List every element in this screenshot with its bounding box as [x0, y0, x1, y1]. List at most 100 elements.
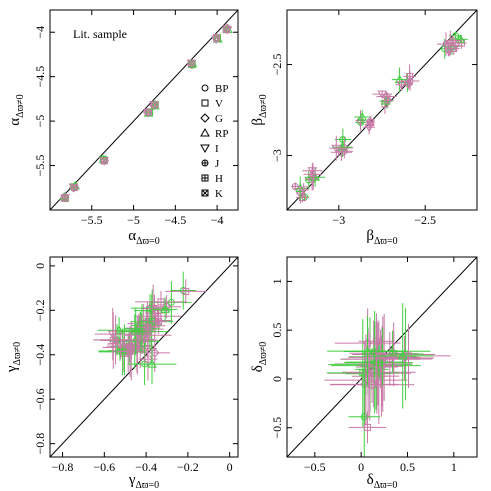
- data-point: [182, 287, 190, 295]
- data-point: [155, 318, 163, 326]
- data-point-cross: [386, 355, 393, 362]
- x-tick-label: −0.5: [304, 460, 326, 474]
- y-tick-label: 0.5: [270, 323, 284, 338]
- legend-marker: [200, 127, 210, 137]
- data-point-cross: [187, 59, 195, 67]
- data-point: [160, 304, 171, 313]
- data-point: [397, 350, 408, 360]
- data-point: [331, 144, 342, 154]
- data-point: [223, 25, 231, 33]
- x-tick-label: 0: [227, 460, 233, 474]
- data-point: [363, 423, 371, 431]
- data-point-cross: [155, 318, 162, 326]
- data-point-cross: [213, 34, 220, 42]
- data-point-cross: [144, 323, 152, 331]
- legend-marker-cross: [202, 160, 208, 166]
- y-tick-label: −3: [270, 149, 284, 162]
- data-point: [61, 194, 69, 202]
- data-point: [150, 100, 160, 110]
- data-point: [157, 298, 165, 306]
- data-point: [114, 325, 124, 334]
- data-point: [167, 298, 175, 306]
- data-point: [394, 74, 405, 84]
- x-tick-label: −0.8: [52, 460, 74, 474]
- frame-beta: [286, 9, 478, 211]
- y-tick-label: −4.5: [33, 66, 47, 88]
- legend-label: I: [215, 143, 219, 155]
- x-axis-gamma: −0.8 −0.6 −0.4 −0.2 0: [52, 257, 233, 474]
- x-tick-label: −0.6: [93, 460, 115, 474]
- legend-marker-cross: [202, 175, 208, 181]
- y-label-alpha: αΔϖ≠0: [7, 94, 26, 125]
- identity-line: [50, 257, 238, 457]
- y-label-beta: βΔϖ≠0: [250, 94, 269, 125]
- y-tick-label: 1: [270, 278, 284, 284]
- data-point-cross: [71, 184, 78, 191]
- data-point: [115, 339, 126, 349]
- y-axis-alpha: −5.5 −5 −4.5 −4: [33, 26, 238, 176]
- x-axis-beta: −3 −2.5: [332, 10, 436, 227]
- x-label-alpha: αΔϖ=0: [128, 228, 160, 247]
- frame-delta: [286, 256, 478, 458]
- x-tick-label: −4.5: [164, 213, 186, 227]
- x-tick-label: 0.5: [400, 460, 415, 474]
- legend-label: H: [215, 173, 223, 185]
- data-point: [144, 323, 152, 331]
- data-point: [362, 346, 373, 355]
- panel-delta: −0.5 0 0.5 1 −0.5 0 0.5 1 δΔϖ=0 δΔϖ≠0: [250, 256, 478, 491]
- data-point-cross: [145, 108, 152, 116]
- legend-marker: [201, 189, 209, 197]
- points-gamma: [93, 271, 207, 386]
- data-point: [355, 115, 366, 126]
- y-tick-label: −2.5: [270, 54, 284, 76]
- y-tick-label: −0.8: [33, 433, 47, 455]
- data-point: [100, 157, 108, 165]
- data-point: [71, 183, 79, 191]
- legend-label: BP: [215, 83, 228, 95]
- data-point: [144, 355, 152, 363]
- data-point: [147, 359, 157, 368]
- panel-beta: −3 −2.5 −3 −2.5 βΔϖ=0 βΔϖ≠0: [250, 9, 478, 247]
- data-point: [403, 79, 414, 89]
- y-axis-beta: −3 −2.5: [270, 54, 477, 162]
- y-tick-label: −4: [33, 26, 47, 39]
- data-point-cross: [100, 157, 108, 165]
- x-tick-label: −3: [332, 213, 345, 227]
- legend-label: RP: [215, 128, 228, 140]
- x-tick-label: −4: [211, 213, 224, 227]
- legend-marker: [201, 99, 209, 107]
- data-point-cross: [151, 101, 159, 109]
- data-point: [301, 193, 309, 201]
- data-point-cross: [384, 97, 391, 104]
- x-axis-delta: −0.5 0 0.5 1: [304, 257, 457, 474]
- frame-gamma: [49, 256, 239, 458]
- y-axis-delta: −0.5 0 0.5 1: [270, 278, 477, 439]
- y-axis-gamma: −0.8 −0.6 −0.4 −0.2 0: [33, 263, 238, 455]
- data-point: [364, 369, 372, 377]
- data-point-cross: [309, 171, 316, 178]
- data-point: [396, 81, 407, 90]
- points-delta: [324, 303, 451, 457]
- y-tick-label: −0.4: [33, 344, 47, 366]
- data-point-cross: [61, 194, 69, 202]
- frame-alpha: [49, 9, 239, 211]
- points-beta: [291, 30, 468, 204]
- data-point: [187, 59, 195, 67]
- x-label-beta: βΔϖ=0: [366, 228, 397, 247]
- data-point: [144, 108, 152, 116]
- x-tick-label: −0.2: [177, 460, 199, 474]
- legend-label: V: [215, 98, 223, 110]
- data-point: [367, 119, 375, 127]
- x-tick-label: 0: [358, 460, 364, 474]
- data-point-cross: [223, 25, 230, 33]
- x-tick-label: −0.4: [135, 460, 157, 474]
- data-point-cross: [407, 78, 414, 85]
- lit-sample-label: Lit. sample: [73, 27, 127, 41]
- legend-marker: [201, 84, 209, 92]
- y-tick-label: −0.2: [33, 299, 47, 321]
- data-point: [126, 348, 134, 356]
- y-tick-label: 0: [270, 376, 284, 382]
- data-point: [357, 112, 368, 121]
- y-label-gamma: γΔϖ≠0: [4, 342, 23, 373]
